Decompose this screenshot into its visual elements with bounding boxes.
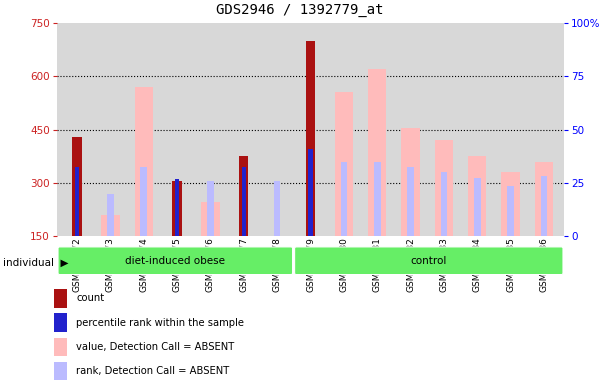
Text: diet-induced obese: diet-induced obese — [125, 256, 226, 266]
Bar — [134, 87, 153, 236]
Bar — [274, 181, 280, 236]
Text: count: count — [76, 293, 104, 303]
Bar — [535, 162, 553, 236]
Text: percentile rank within the sample: percentile rank within the sample — [76, 318, 244, 328]
Bar — [374, 162, 380, 236]
Bar — [242, 167, 246, 236]
Bar — [101, 215, 119, 236]
Bar — [201, 202, 220, 236]
FancyBboxPatch shape — [58, 247, 293, 275]
Bar — [306, 41, 315, 236]
Bar — [468, 156, 487, 236]
Text: individual  ▶: individual ▶ — [3, 258, 68, 268]
Bar — [401, 128, 420, 236]
Bar — [368, 69, 386, 236]
Bar — [407, 167, 414, 236]
Bar — [73, 137, 82, 236]
Text: GDS2946 / 1392779_at: GDS2946 / 1392779_at — [216, 3, 384, 17]
Bar — [507, 187, 514, 236]
Bar — [341, 162, 347, 236]
Bar — [140, 167, 147, 236]
Bar — [75, 167, 79, 236]
FancyBboxPatch shape — [295, 247, 563, 275]
Bar — [308, 149, 313, 236]
Bar — [474, 177, 481, 236]
Bar — [440, 172, 447, 236]
Bar — [239, 156, 248, 236]
Text: rank, Detection Call = ABSENT: rank, Detection Call = ABSENT — [76, 366, 229, 376]
Bar — [502, 172, 520, 236]
Bar — [107, 194, 114, 236]
Bar — [172, 181, 182, 236]
Bar — [175, 179, 179, 236]
Bar — [335, 92, 353, 236]
Bar — [207, 181, 214, 236]
Bar — [435, 140, 453, 236]
Bar — [541, 176, 547, 236]
Text: value, Detection Call = ABSENT: value, Detection Call = ABSENT — [76, 342, 235, 352]
Text: control: control — [410, 256, 447, 266]
